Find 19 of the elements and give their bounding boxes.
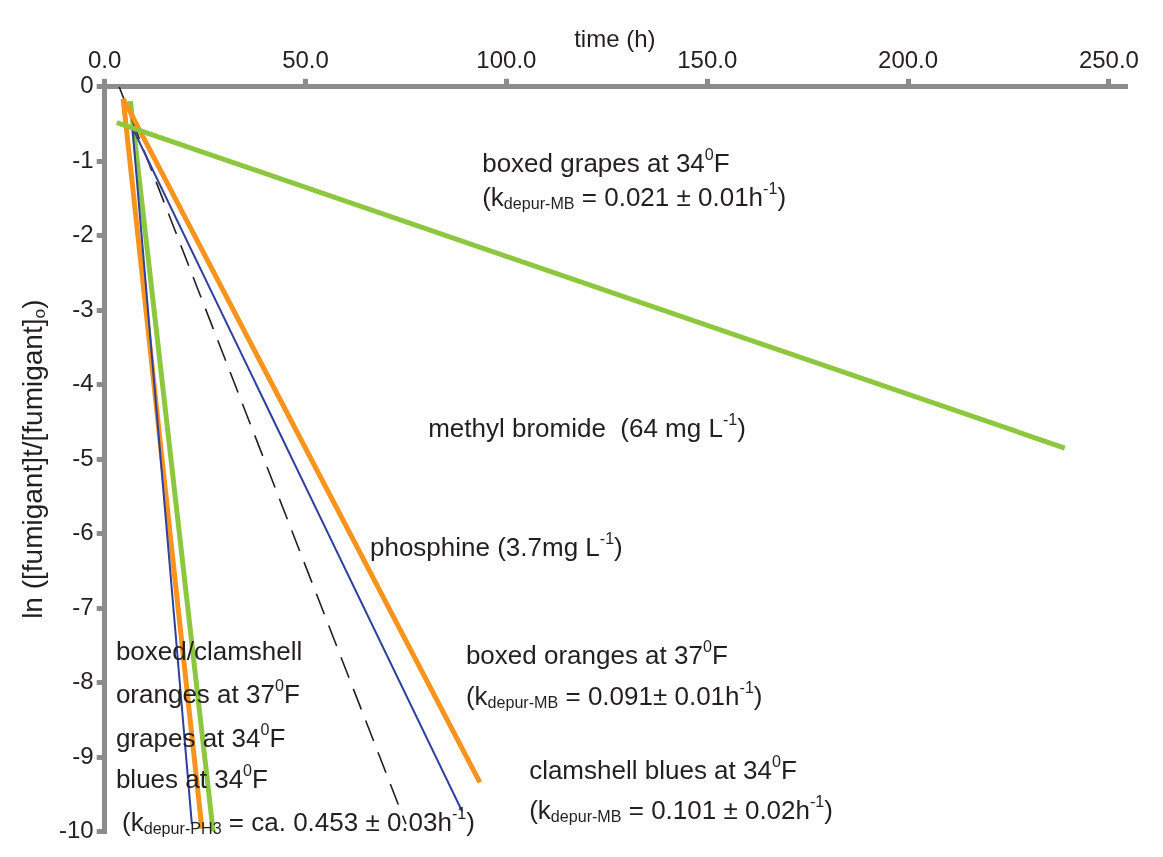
y-tick-label: -10 bbox=[59, 816, 94, 844]
y-tick-label: -3 bbox=[72, 294, 94, 322]
y-tick-label: -5 bbox=[72, 443, 94, 471]
y-tick-label: -4 bbox=[72, 369, 94, 397]
x-tick-label: 150.0 bbox=[677, 46, 738, 74]
y-tick-label: -8 bbox=[72, 667, 94, 695]
y-axis-title: ln ([fumigant]t/[fumigant]o) bbox=[16, 299, 49, 619]
x-tick-label: 250.0 bbox=[1078, 46, 1139, 74]
y-tick-label: -1 bbox=[72, 145, 94, 173]
y-tick-label: -6 bbox=[72, 518, 94, 546]
x-tick-label: 50.0 bbox=[282, 46, 329, 74]
y-tick-label: -9 bbox=[72, 741, 94, 769]
x-tick-label: 0.0 bbox=[88, 46, 122, 74]
x-axis-title: time (h) bbox=[574, 24, 656, 52]
y-tick-label: 0 bbox=[80, 71, 94, 99]
x-tick-label: 200.0 bbox=[878, 46, 939, 74]
x-tick-label: 100.0 bbox=[476, 46, 537, 74]
y-tick-label: -2 bbox=[72, 220, 94, 248]
y-tick-label: -7 bbox=[72, 592, 94, 620]
